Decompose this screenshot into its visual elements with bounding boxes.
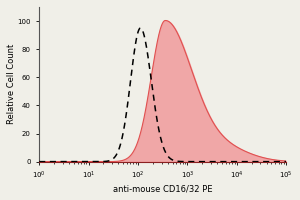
Y-axis label: Relative Cell Count: Relative Cell Count <box>7 44 16 124</box>
X-axis label: anti-mouse CD16/32 PE: anti-mouse CD16/32 PE <box>113 184 212 193</box>
